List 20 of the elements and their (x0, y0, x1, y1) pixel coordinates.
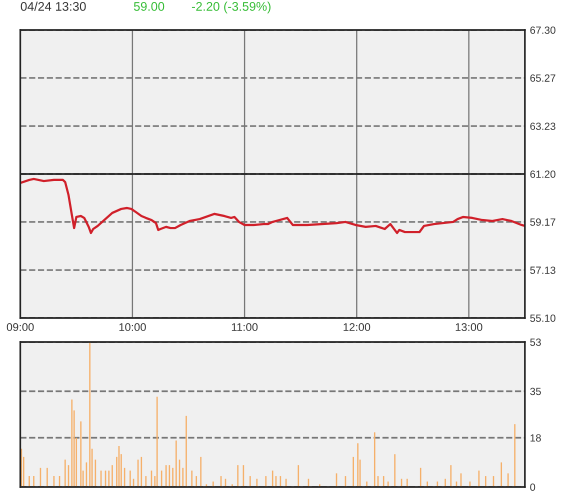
y-tick-label: 59.17 (530, 218, 556, 226)
x-tick-label: 11:00 (232, 323, 258, 332)
y-tick-label: 53 (530, 338, 541, 346)
y-tick-label: 63.23 (530, 122, 556, 130)
text: 59.00 (134, 2, 164, 11)
y-tick-label: 67.30 (530, 26, 556, 34)
x-tick-label: 12:00 (344, 323, 370, 332)
line-series (20, 178, 525, 234)
text: -2.20 (-3.59%) (192, 2, 271, 14)
y-tick-label: 0 (530, 484, 536, 491)
x-tick-label: 10:00 (119, 323, 146, 332)
y-tick-label: 18 (530, 434, 541, 442)
y-tick-label: 55.10 (530, 314, 556, 322)
y-tick-label: 61.20 (530, 170, 556, 178)
y-tick-label: 65.27 (530, 74, 556, 82)
x-tick-label: 09:00 (6, 323, 34, 332)
x-tick-label: 13:00 (456, 323, 482, 332)
chart-title: 04/24 13:30 (20, 2, 86, 11)
y-tick-label: 57.13 (530, 266, 556, 274)
y-tick-label: 35 (530, 388, 541, 396)
